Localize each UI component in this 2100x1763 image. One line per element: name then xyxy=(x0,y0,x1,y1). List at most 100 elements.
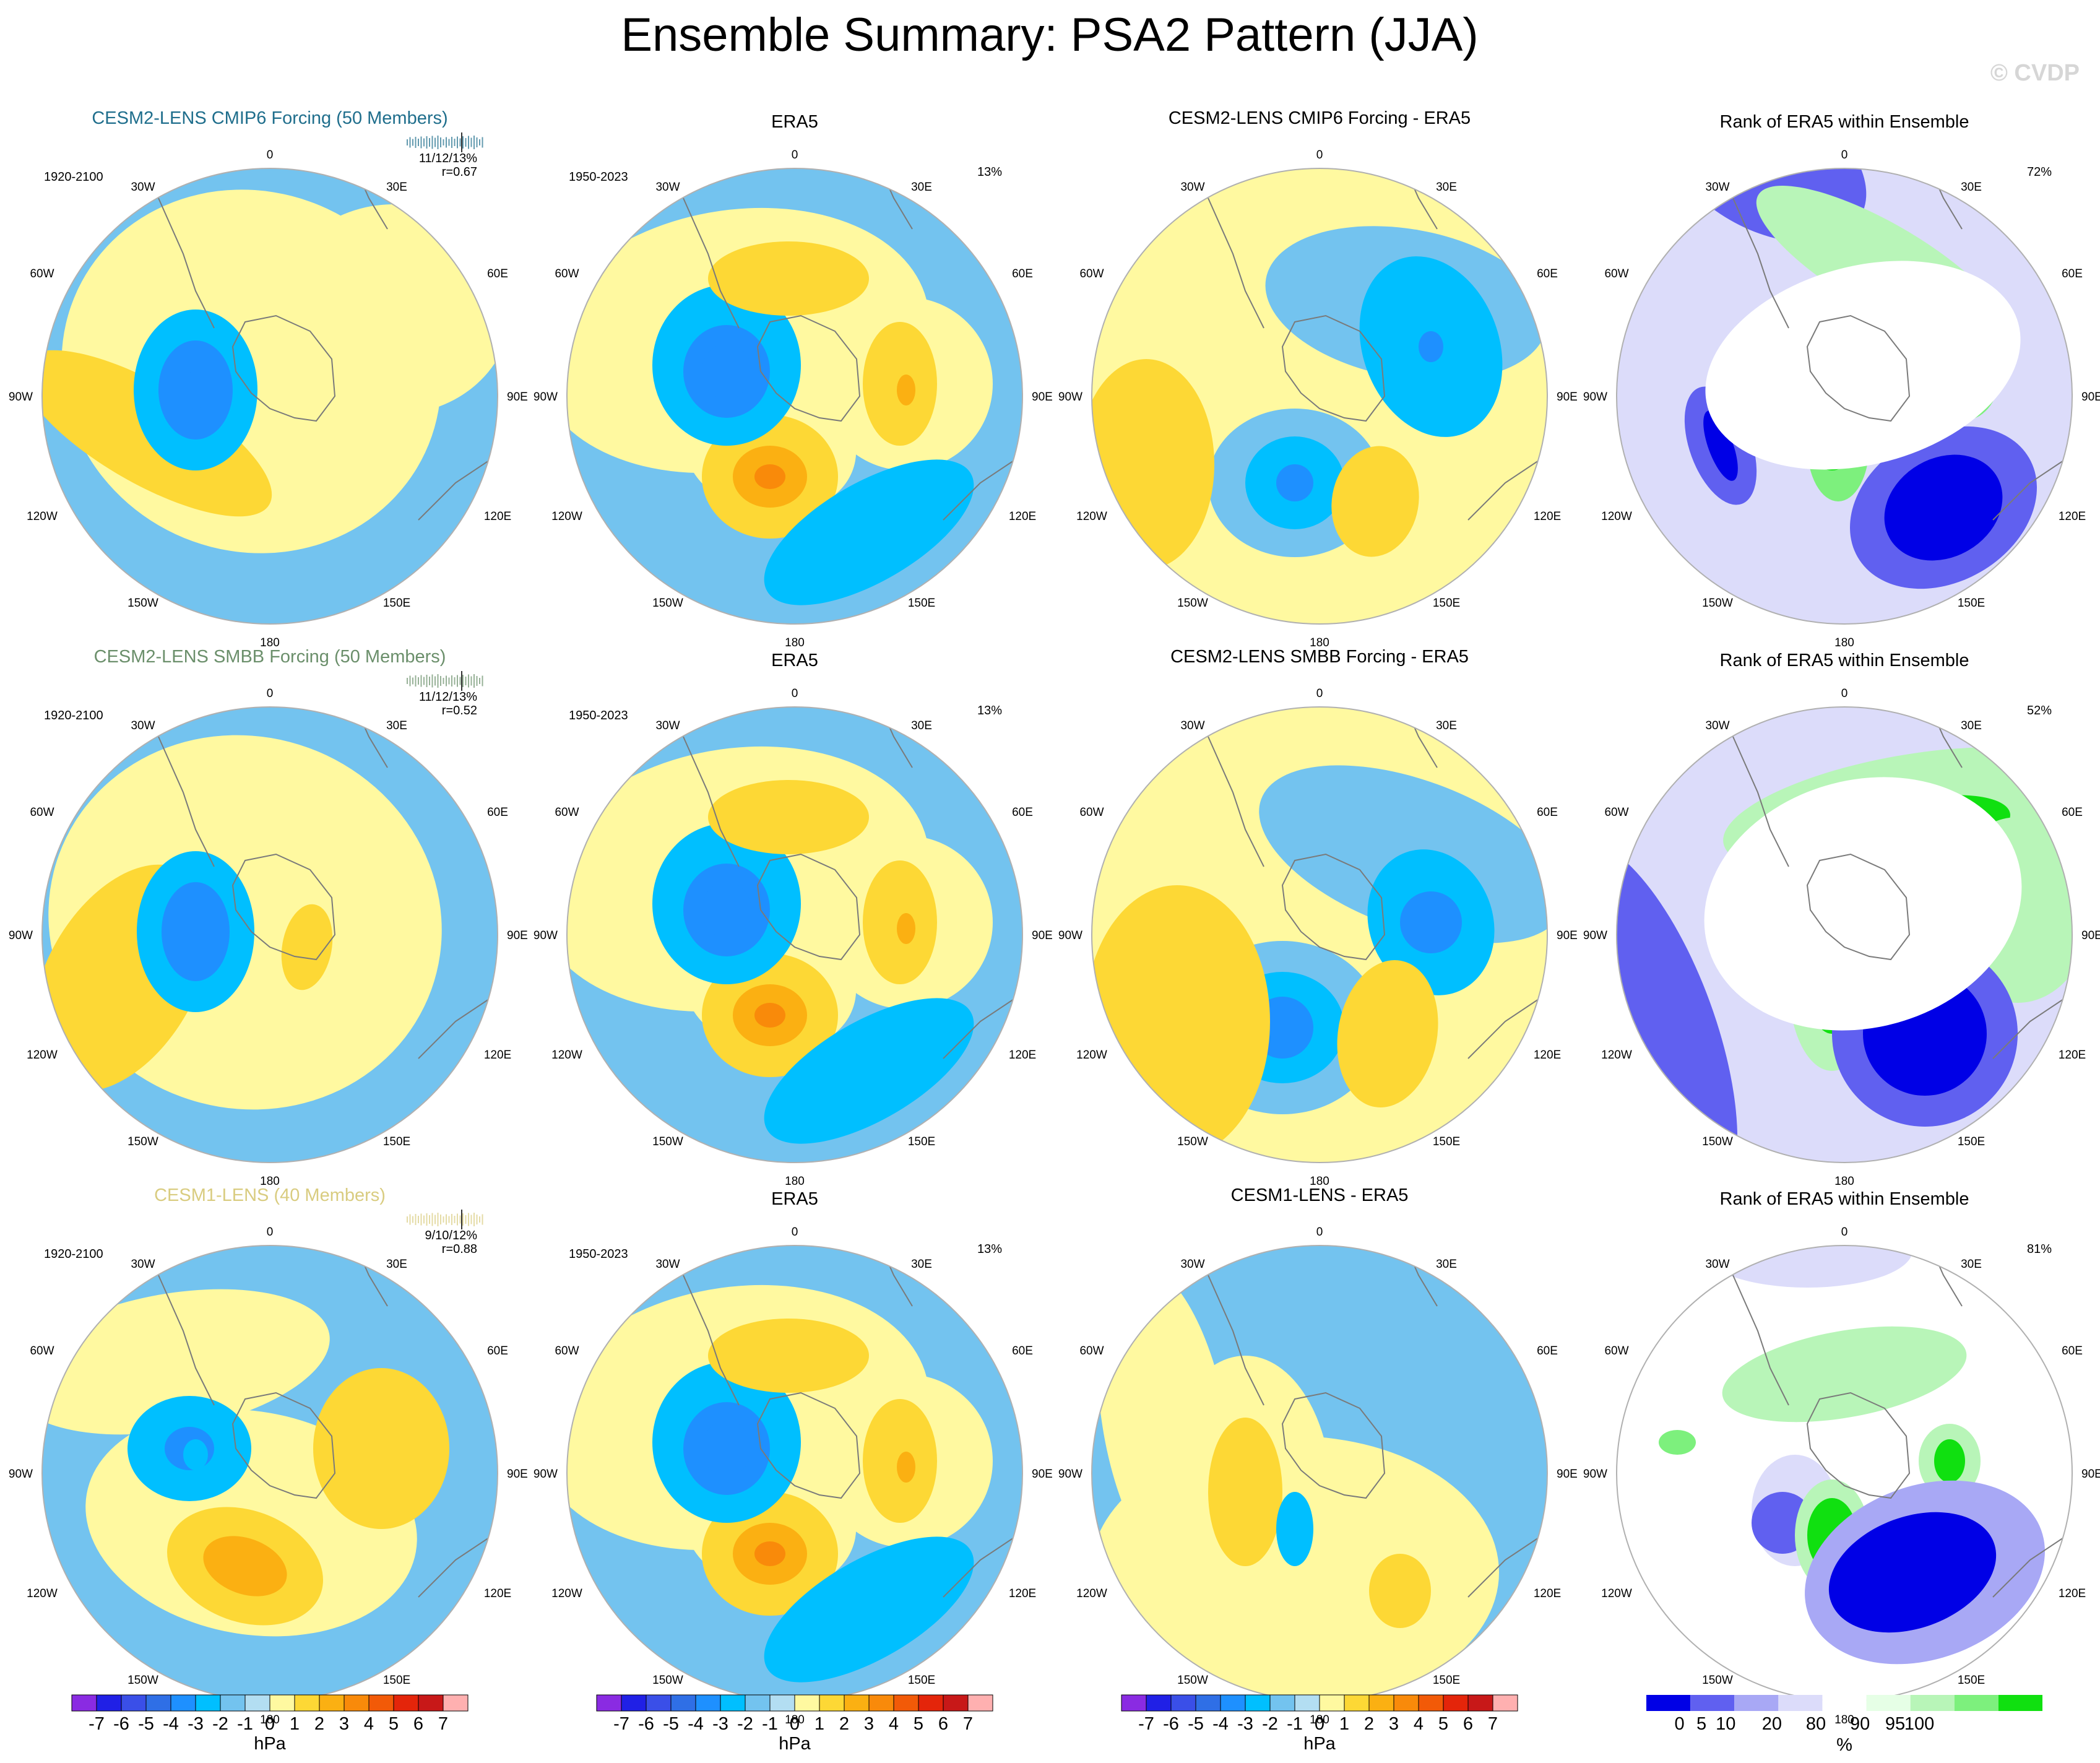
colorbar-tick: 1 xyxy=(1339,1714,1349,1734)
antarctica-coastline xyxy=(1281,314,1386,422)
lon-label-120W: 120W xyxy=(1076,1587,1107,1600)
colorbar-units: hPa xyxy=(1303,1734,1336,1754)
colorbar-swatch xyxy=(443,1694,469,1712)
lon-label-180: 180 xyxy=(260,1713,280,1726)
pattern-correlation: r=0.88 xyxy=(442,1242,477,1256)
colorbar-swatch xyxy=(1822,1695,1867,1711)
lon-label-90E: 90E xyxy=(2081,1468,2100,1481)
lon-label-120E: 120E xyxy=(1009,1049,1036,1062)
lon-label-90E: 90E xyxy=(2081,391,2100,404)
lon-label-60E: 60E xyxy=(1537,267,1558,280)
lon-label-90W: 90W xyxy=(1058,1468,1082,1481)
lon-label-30E: 30E xyxy=(911,719,932,732)
colorbar-tick: 4 xyxy=(889,1714,899,1734)
lon-label-120E: 120E xyxy=(2059,1587,2086,1600)
africa-coastline xyxy=(1393,1245,1438,1307)
lon-label-30E: 30E xyxy=(911,181,932,194)
south-america-coastline xyxy=(683,736,740,867)
lon-label-90E: 90E xyxy=(1032,1468,1053,1481)
south-america-coastline xyxy=(1732,1275,1789,1406)
lon-label-180: 180 xyxy=(1834,1713,1854,1726)
pattern-correlation: r=0.52 xyxy=(442,704,477,717)
colorbar-swatch xyxy=(1954,1695,1998,1711)
africa-coastline xyxy=(1918,707,1963,768)
lon-label-30W: 30W xyxy=(655,181,680,194)
member-strip xyxy=(407,132,483,152)
lon-label-30W: 30W xyxy=(655,719,680,732)
lon-label-120W: 120W xyxy=(27,510,58,523)
lon-label-30E: 30E xyxy=(1961,719,1982,732)
map-boundary xyxy=(566,168,1023,625)
colorbar-swatch xyxy=(893,1694,919,1712)
colorbar-swatch xyxy=(1245,1694,1271,1712)
colorbar-tick: 80 xyxy=(1806,1714,1826,1734)
colorbar-swatch xyxy=(1998,1695,2042,1711)
africa-coastline xyxy=(344,707,388,768)
colorbar-tick: -3 xyxy=(1237,1714,1253,1734)
colorbar-swatch xyxy=(368,1694,394,1712)
obs-variance: 13% xyxy=(977,704,1002,717)
obs-period: 1950-2023 xyxy=(569,709,628,722)
colorbar-swatch xyxy=(794,1694,820,1712)
lon-label-120W: 120W xyxy=(1601,510,1632,523)
lon-label-150E: 150E xyxy=(383,597,410,610)
colorbar-tick: 5 xyxy=(1696,1714,1706,1734)
colorbar-tick: -3 xyxy=(188,1714,204,1734)
lon-label-30W: 30W xyxy=(1180,719,1204,732)
lon-label-120W: 120W xyxy=(551,1049,582,1062)
colorbar-swatch xyxy=(1734,1695,1779,1711)
colorbar-swatch xyxy=(344,1694,369,1712)
colorbar-swatch xyxy=(1866,1695,1911,1711)
colorbar-swatch xyxy=(1269,1694,1295,1712)
colorbar-swatch xyxy=(868,1694,894,1712)
lon-label-120E: 120E xyxy=(484,1587,511,1600)
lon-label-60E: 60E xyxy=(1012,806,1033,819)
colorbar-tick: -2 xyxy=(212,1714,228,1734)
colorbar-tick: 7 xyxy=(963,1714,973,1734)
lon-label-30E: 30E xyxy=(386,719,407,732)
lon-label-120E: 120E xyxy=(1009,510,1036,523)
rank-percent: 52% xyxy=(2027,704,2052,717)
colorbar-tick: 100 xyxy=(1904,1714,1934,1734)
colorbar-swatch xyxy=(418,1694,444,1712)
lon-label-90W: 90W xyxy=(534,929,558,942)
colorbar-swatch xyxy=(1393,1694,1419,1712)
lon-label-150W: 150W xyxy=(127,1674,158,1687)
lon-label-150E: 150E xyxy=(908,1135,935,1148)
lon-label-30E: 30E xyxy=(1961,181,1982,194)
lon-label-90W: 90W xyxy=(9,391,33,404)
lon-label-60E: 60E xyxy=(1537,806,1558,819)
colorbar-swatch xyxy=(1170,1694,1196,1712)
lon-label-30W: 30W xyxy=(1180,1258,1204,1271)
lon-label-120E: 120E xyxy=(1534,1587,1561,1600)
map-panel-r1c2: 0 180 30W 30E 60W 60E 90W 90E 120W 120E 150W 150E ER… xyxy=(534,112,1053,649)
model-title-cmip6: CESM2-LENS CMIP6 Forcing (50 Members) xyxy=(92,108,447,128)
colorbar-tick: -2 xyxy=(737,1714,753,1734)
colorbar-tick: 20 xyxy=(1762,1714,1782,1734)
obs-title: ERA5 xyxy=(771,651,818,670)
map-panel-r2c1: 0 180 30W 30E 60W 60E 90W 90E 120W 120E 150W 150E CE… xyxy=(9,647,528,1188)
lon-label-120E: 120E xyxy=(2059,1049,2086,1062)
lon-label-30E: 30E xyxy=(386,1258,407,1271)
colorbar-tick: 6 xyxy=(413,1714,423,1734)
lon-label-150W: 150W xyxy=(1702,1674,1733,1687)
colorbar-swatch xyxy=(269,1694,295,1712)
lon-label-90W: 90W xyxy=(1058,929,1082,942)
lon-label-180: 180 xyxy=(1310,1713,1329,1726)
map-panel-r1c4: 0 180 30W 30E 60W 60E 90W 90E 120W 120E 150W 150E Ra… xyxy=(1583,112,2100,649)
lon-label-150E: 150E xyxy=(383,1135,410,1148)
lon-label-60E: 60E xyxy=(1012,267,1033,280)
colorbar-swatch xyxy=(1418,1694,1444,1712)
colorbar-swatch xyxy=(967,1694,993,1712)
lon-label-60W: 60W xyxy=(555,267,579,280)
colorbar-units: hPa xyxy=(779,1734,811,1754)
colorbar-swatch xyxy=(1646,1695,1691,1711)
south-america-coastline xyxy=(1208,1275,1264,1406)
lon-label-30W: 30W xyxy=(131,719,155,732)
colorbar-swatch xyxy=(1492,1694,1518,1712)
lon-label-30E: 30E xyxy=(1436,181,1457,194)
model-period: 1920-2100 xyxy=(44,170,103,184)
colorbar-units: hPa xyxy=(254,1734,286,1754)
obs-period: 1950-2023 xyxy=(569,170,628,184)
